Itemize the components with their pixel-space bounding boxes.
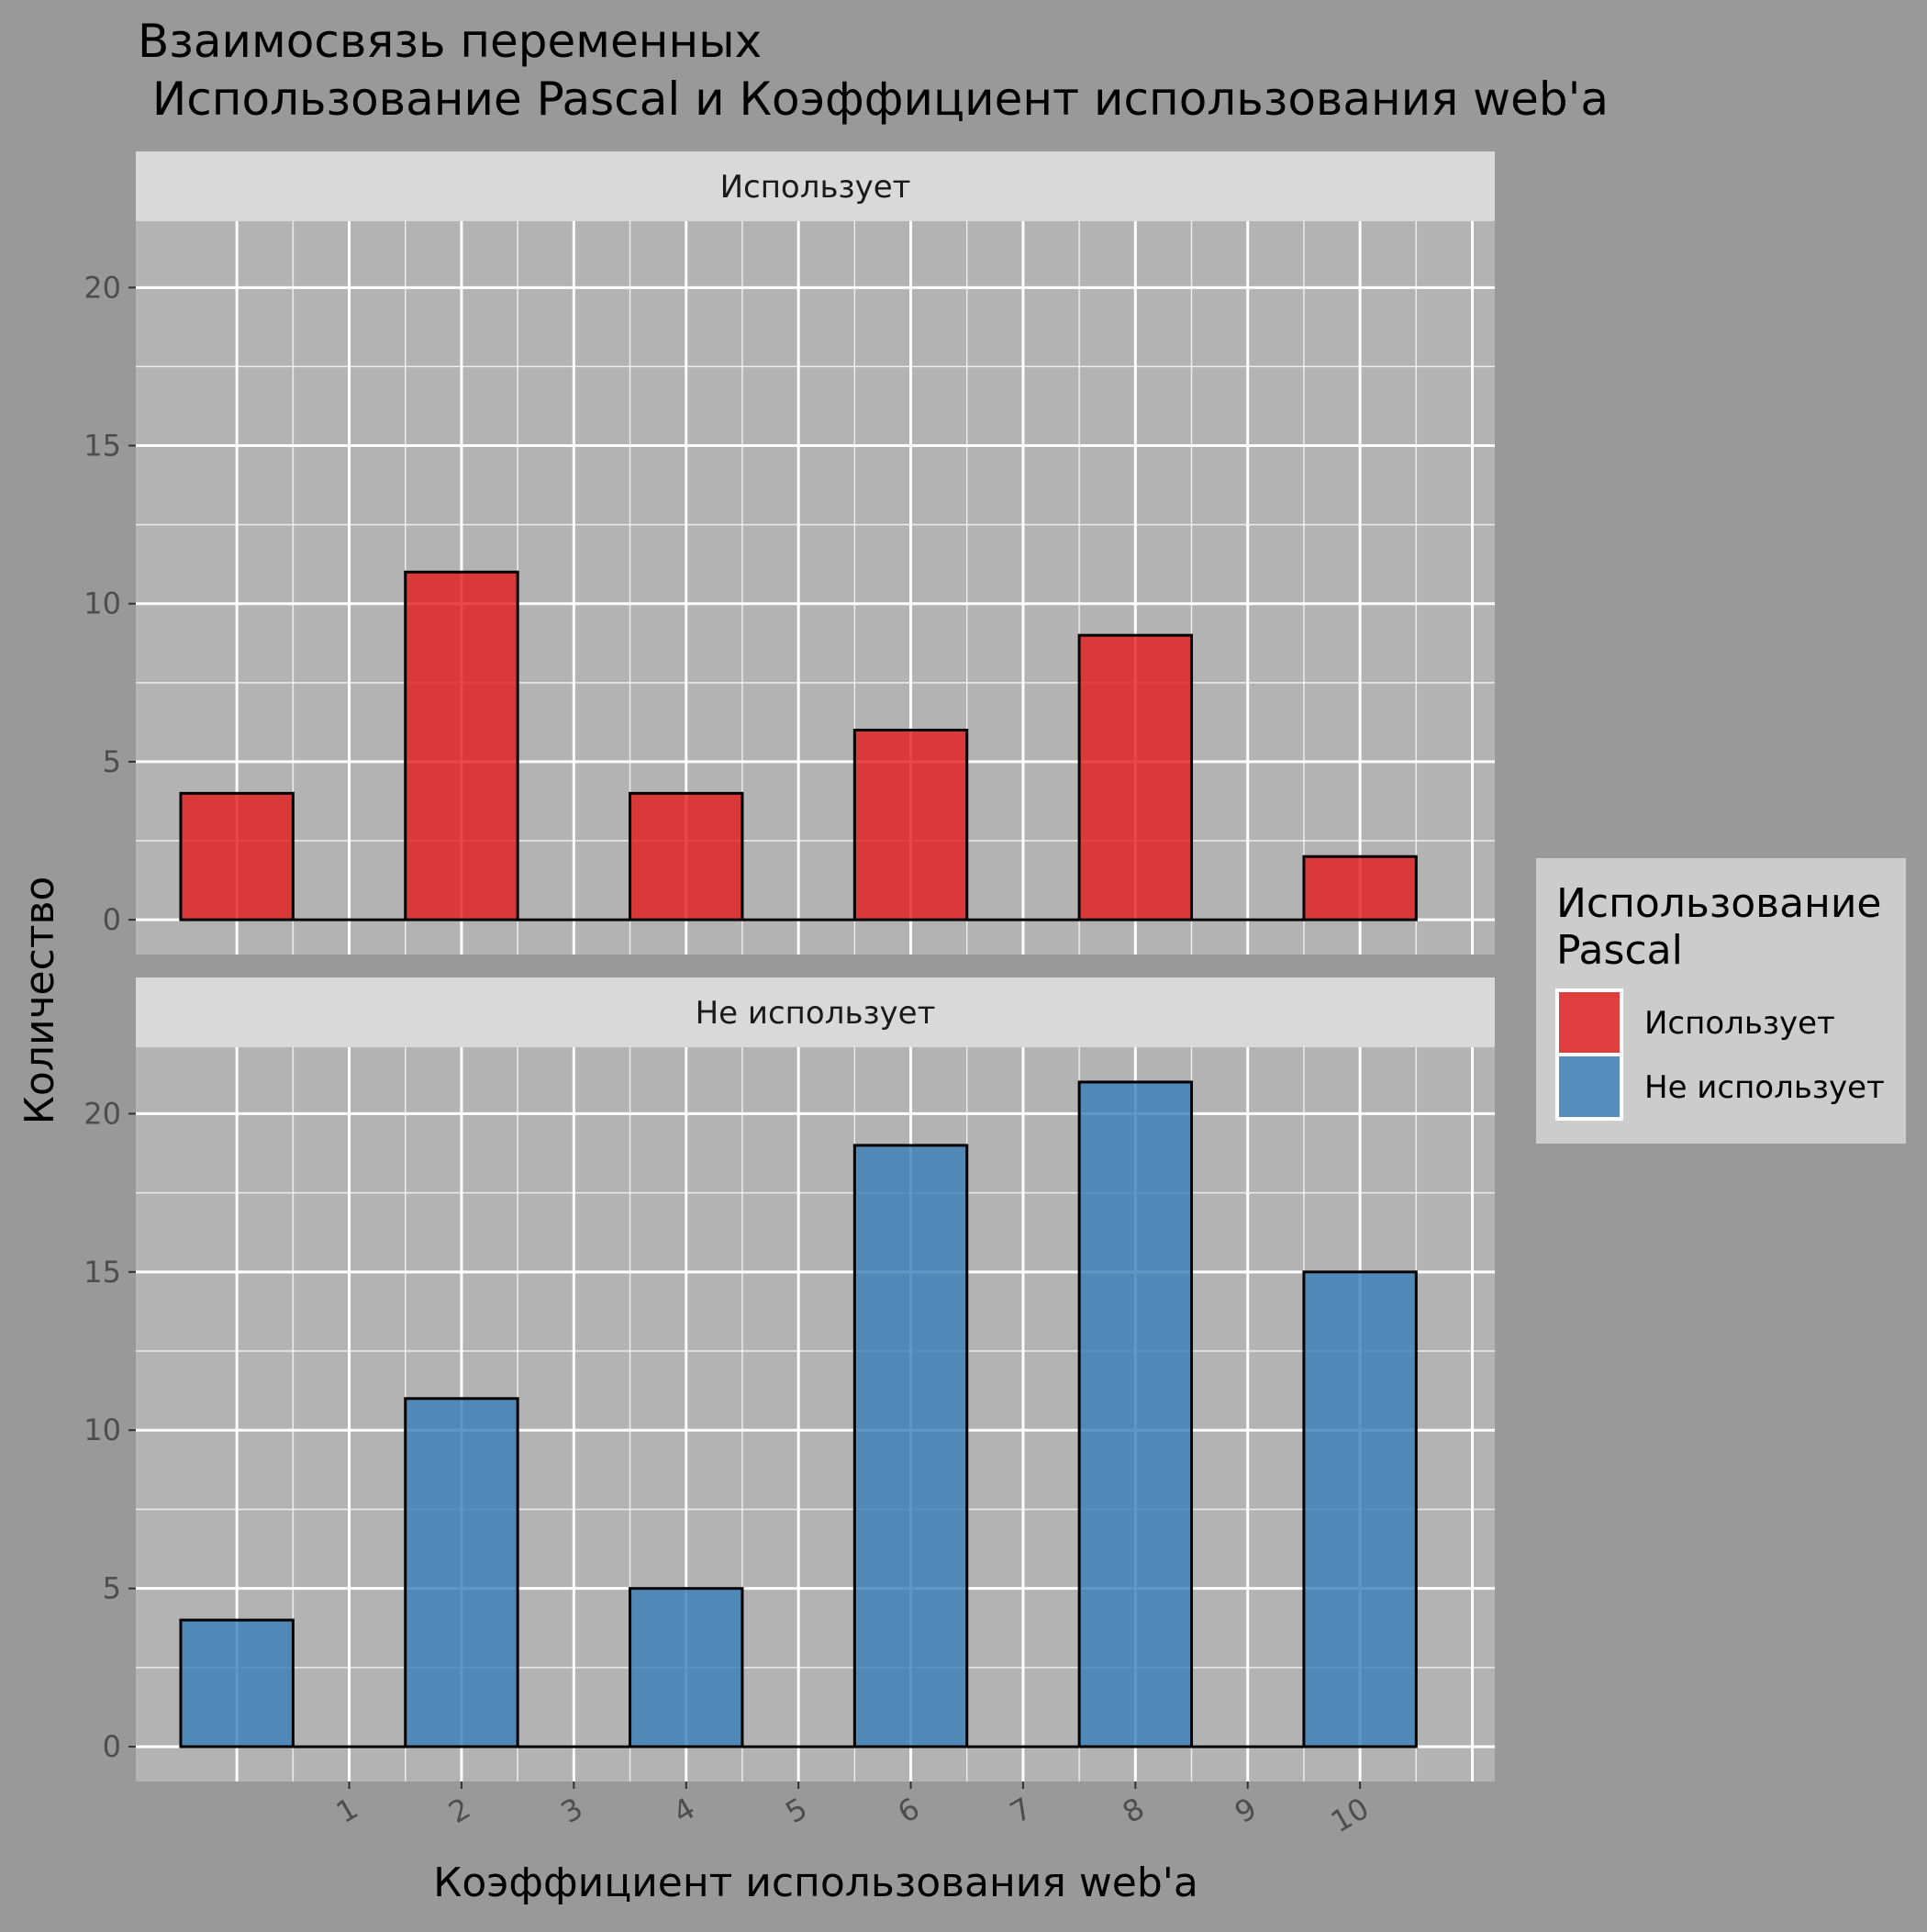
legend-title-line-2: Pascal (1556, 927, 1683, 974)
bar (1302, 854, 1418, 921)
y-tick-label: 5 (103, 1571, 121, 1606)
bar (179, 791, 295, 921)
facet-panels: Использует 0 5 10 15 20 Не использует 0 5 10 15 20 1… (84, 151, 1495, 1839)
legend-key (1555, 1053, 1623, 1121)
legend-items: Использует Не использует (1555, 988, 1885, 1121)
chart-title-line-1: Взаимосвязь переменных (138, 15, 762, 68)
y-tick-label: 0 (103, 1729, 121, 1764)
y-tick-label: 10 (84, 586, 121, 621)
bar (629, 1587, 744, 1748)
panel-background (136, 1047, 1495, 1781)
bar (1077, 633, 1194, 921)
y-tick-label: 15 (84, 429, 121, 463)
facet-strip-label: Не использует (696, 995, 936, 1032)
facet-strip-label: Использует (720, 169, 911, 206)
bar (629, 791, 744, 921)
bar (1077, 1080, 1194, 1748)
y-tick-label: 20 (84, 270, 121, 305)
legend-title-line-1: Использование (1556, 880, 1882, 927)
legend: Использование Pascal Использует Не исполь… (1536, 858, 1906, 1144)
panel-background (136, 221, 1495, 955)
legend-key (1555, 988, 1623, 1056)
bar (852, 728, 969, 921)
y-tick-label: 0 (103, 902, 121, 937)
facet-panel: Использует 0 5 10 15 20 (84, 151, 1495, 955)
y-tick-label: 15 (84, 1255, 121, 1290)
y-tick-label: 5 (103, 744, 121, 779)
chart-title-line-2: Использование Pascal и Коэффициент испол… (138, 73, 1609, 126)
bar (404, 1397, 519, 1748)
y-axis-title: Количество (17, 877, 63, 1125)
y-tick-label: 20 (84, 1096, 121, 1131)
legend-label: Использует (1644, 1005, 1835, 1042)
facet-strip (136, 977, 1495, 1047)
bar (404, 570, 519, 921)
x-axis-title: Коэффициент использования web'a (433, 1859, 1198, 1906)
bar (179, 1618, 295, 1748)
facet-strip (136, 151, 1495, 221)
legend-label: Не использует (1644, 1069, 1885, 1106)
bar (852, 1144, 969, 1748)
bar (1302, 1270, 1418, 1748)
y-tick-label: 10 (84, 1413, 121, 1447)
